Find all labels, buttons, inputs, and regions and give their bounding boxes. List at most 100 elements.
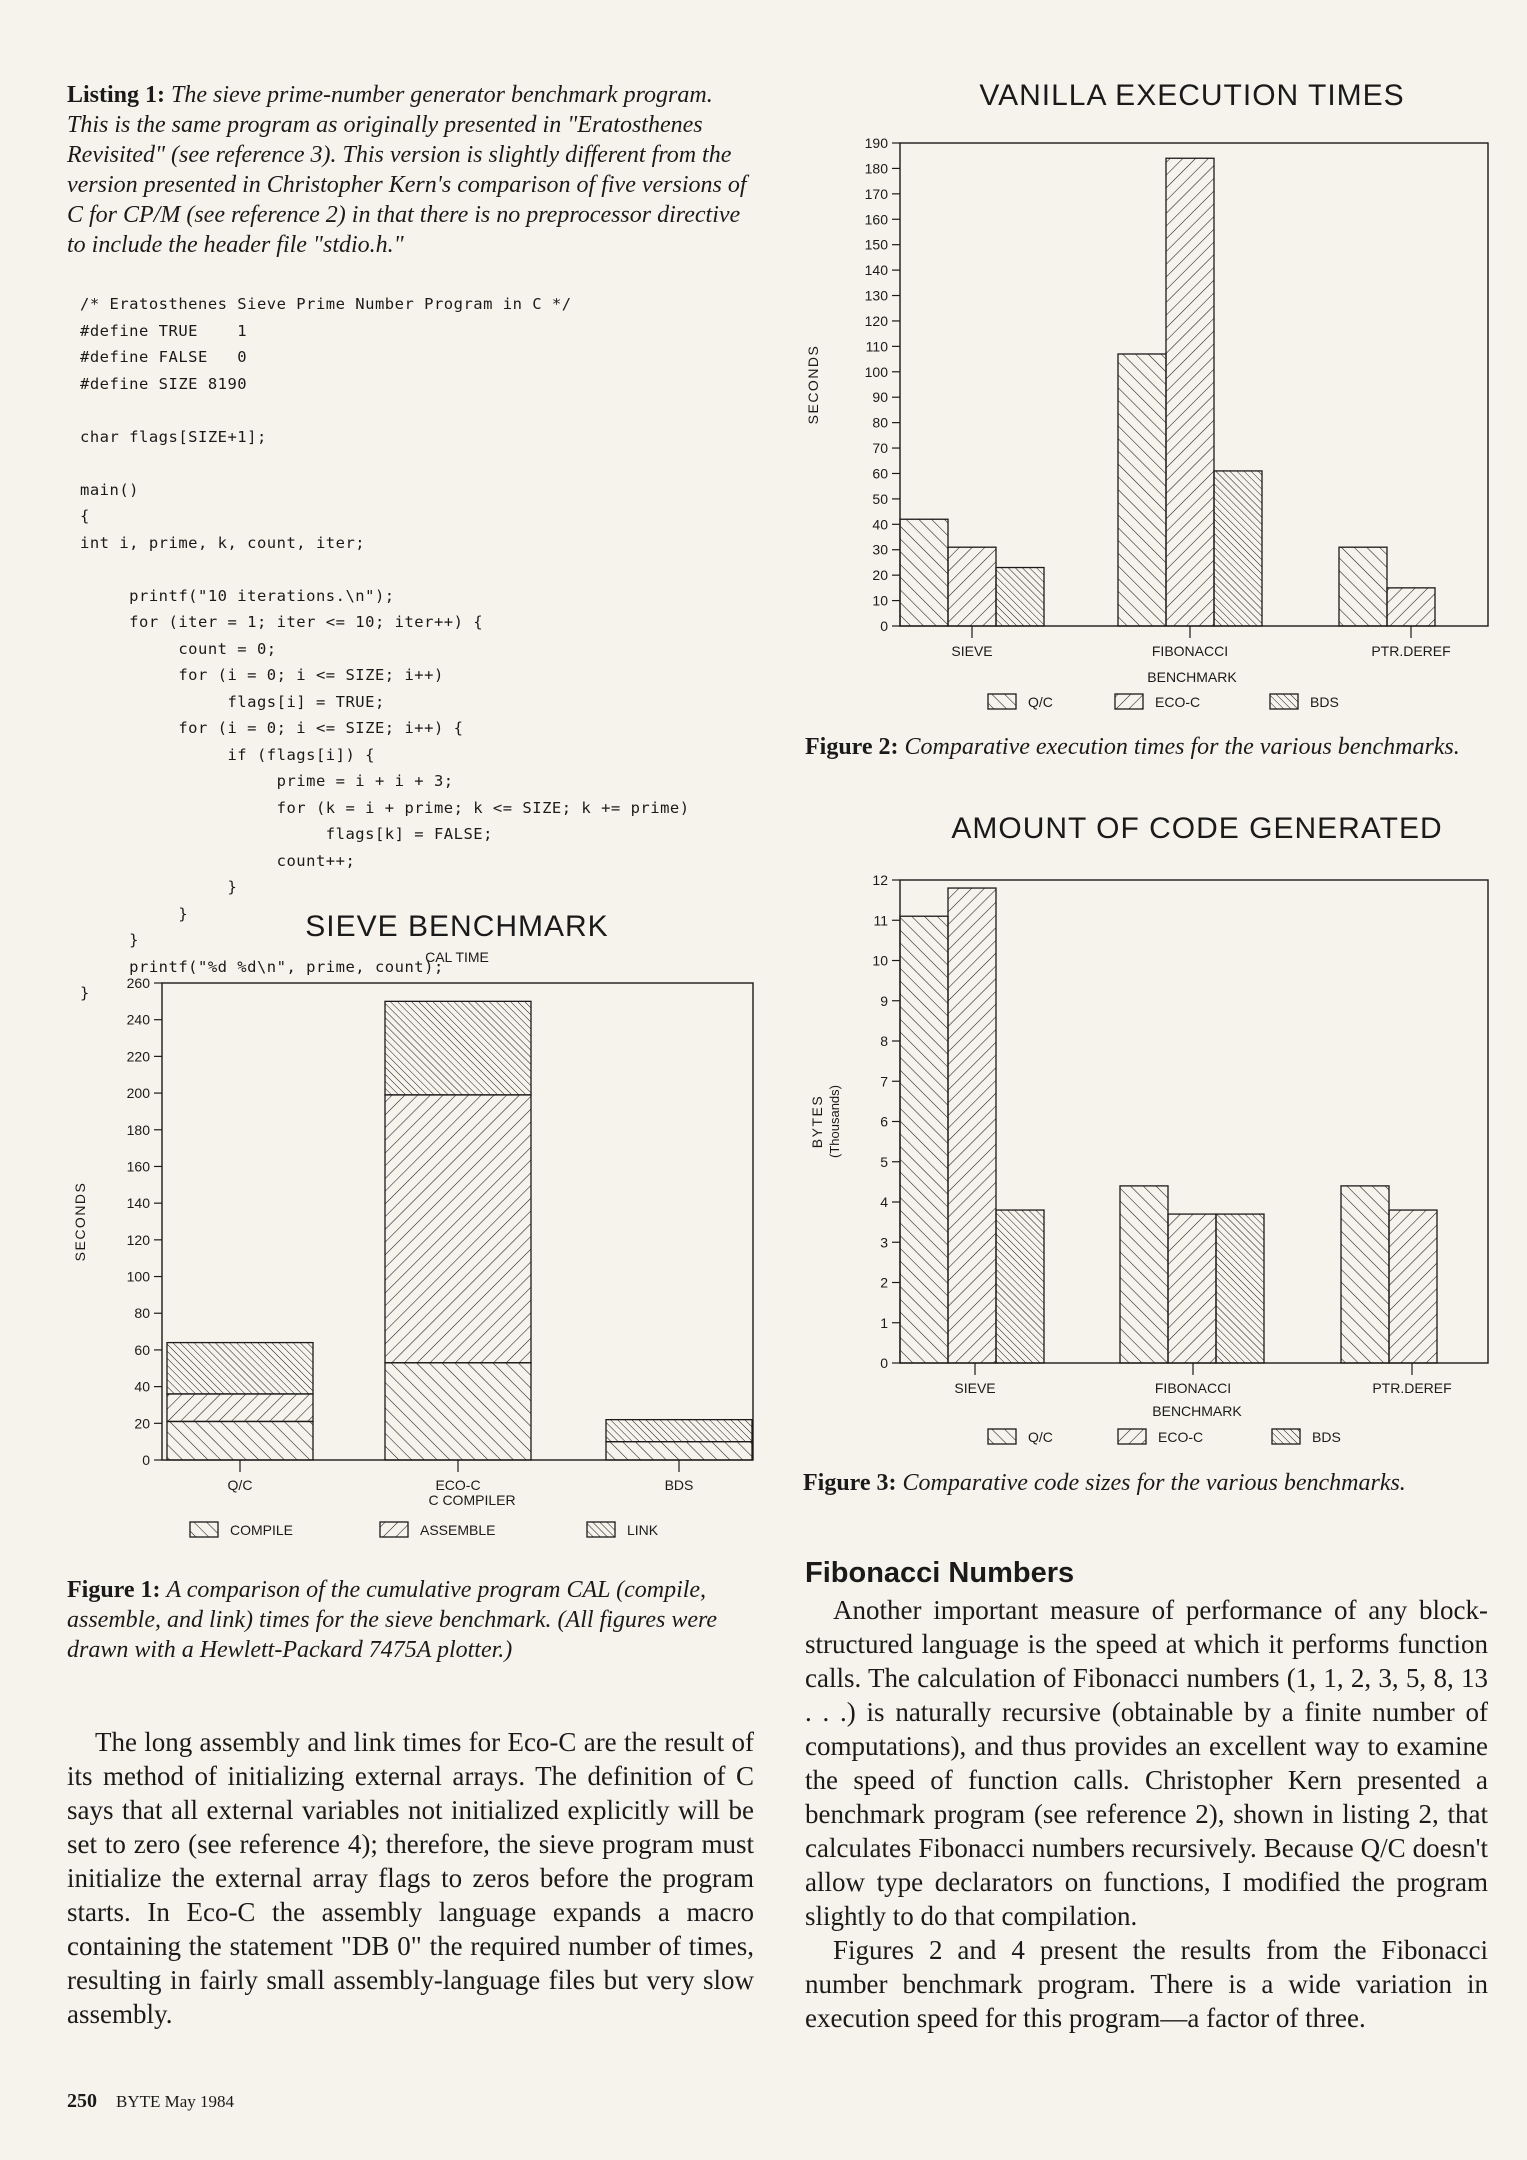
bar-link-q-c — [166, 1341, 314, 1395]
chart-title: VANILLA EXECUTION TIMES — [979, 79, 1404, 112]
legend-swatch-q-c — [987, 1428, 1017, 1445]
y-tick-label: 120 — [865, 313, 889, 329]
legend-swatch-bds — [1269, 693, 1299, 710]
legend-title: C COMPILER — [428, 1492, 515, 1508]
y-tick-label: 4 — [880, 1194, 888, 1210]
bar-q-c-fibonacci — [1117, 353, 1167, 627]
y-tick-label: 2 — [880, 1275, 888, 1291]
y-axis-label: BYTES — [809, 1095, 825, 1148]
page-footer: 250 BYTE May 1984 — [67, 2090, 234, 2113]
y-tick-label: 140 — [127, 1195, 151, 1211]
page-number: 250 — [67, 2090, 97, 2112]
y-axis-label: SECONDS — [805, 345, 821, 425]
listing1-label: Listing 1: — [67, 82, 166, 108]
section-paragraph-1: Another important measure of performance… — [805, 1595, 1488, 1931]
y-tick-label: 80 — [872, 415, 888, 431]
y-tick-label: 110 — [866, 338, 889, 354]
bar-assemble-q-c — [166, 1393, 314, 1423]
bar-q-c-sieve — [899, 915, 949, 1364]
y-tick-label: 20 — [134, 1415, 150, 1431]
y-tick-label: 40 — [872, 516, 888, 532]
y-tick-label: 50 — [872, 491, 888, 507]
x-tick-label-ptr-deref: PTR.DEREF — [1372, 1380, 1451, 1396]
y-tick-label: 100 — [127, 1269, 151, 1285]
y-tick-label: 140 — [865, 262, 889, 278]
body-left: The long assembly and link times for Eco… — [67, 1725, 754, 2031]
y-tick-label: 10 — [872, 593, 888, 609]
y-tick-label: 60 — [872, 465, 888, 481]
legend-swatch-assemble — [379, 1521, 409, 1538]
y-axis-label-group: BYTES (Thousands) — [809, 1085, 842, 1158]
figure1-caption-text: A comparison of the cumulative program C… — [67, 1577, 718, 1663]
x-axis-label: BENCHMARK — [1147, 669, 1237, 685]
y-tick-label: 170 — [865, 186, 889, 202]
y-axis-label-group: SECONDS — [72, 1182, 88, 1262]
legend-swatch-compile — [189, 1521, 219, 1538]
x-tick-label-bds: BDS — [665, 1477, 694, 1493]
y-tick-label: 40 — [134, 1379, 150, 1395]
legend-swatch-eco-c — [1114, 693, 1144, 710]
chart-subtitle: CAL TIME — [425, 949, 489, 965]
y-tick-label: 0 — [880, 1355, 888, 1371]
section-body: Another important measure of performance… — [805, 1593, 1488, 2035]
chart-title: AMOUNT OF CODE GENERATED — [951, 812, 1442, 845]
legend-label-compile: COMPILE — [230, 1522, 293, 1538]
y-tick-label: 260 — [127, 975, 151, 991]
bar-q-c-ptr-deref — [1340, 1185, 1390, 1364]
figure2-label: Figure 2: — [805, 734, 899, 760]
bar-eco-c-sieve — [947, 887, 997, 1364]
x-tick-label-sieve: SIEVE — [951, 643, 992, 659]
figure2-caption-text: Comparative execution times for the vari… — [904, 734, 1460, 760]
y-tick-label: 90 — [872, 389, 888, 405]
y-tick-label: 0 — [142, 1452, 150, 1468]
bar-assemble-eco-c — [384, 1094, 532, 1364]
y-tick-label: 7 — [880, 1073, 888, 1089]
y-tick-label: 60 — [134, 1342, 150, 1358]
x-tick-label-sieve: SIEVE — [954, 1380, 995, 1396]
bar-compile-eco-c — [384, 1362, 532, 1461]
y-tick-label: 1 — [880, 1315, 888, 1331]
y-tick-label: 8 — [880, 1033, 888, 1049]
y-tick-label: 180 — [127, 1122, 151, 1138]
code-generated-chart: AMOUNT OF CODE GENERATED0123456789101112… — [809, 812, 1489, 1445]
figure1-caption: Figure 1: A comparison of the cumulative… — [67, 1575, 757, 1665]
y-tick-label: 120 — [127, 1232, 151, 1248]
x-tick-label-fibonacci: FIBONACCI — [1155, 1380, 1231, 1396]
x-tick-label-q-c: Q/C — [228, 1477, 253, 1493]
legend-swatch-bds — [1271, 1428, 1301, 1445]
bar-bds-sieve — [995, 1209, 1045, 1364]
figure3-caption-text: Comparative code sizes for the various b… — [902, 1470, 1406, 1496]
y-tick-label: 12 — [872, 872, 888, 888]
legend-label-eco-c: ECO-C — [1155, 694, 1200, 710]
y-axis-label-units: (Thousands) — [827, 1085, 842, 1158]
legend-swatch-eco-c — [1117, 1428, 1147, 1445]
y-tick-label: 70 — [872, 440, 888, 456]
figure2-caption: Figure 2: Comparative execution times fo… — [805, 732, 1495, 762]
y-tick-label: 240 — [127, 1012, 151, 1028]
legend-label-q-c: Q/C — [1028, 1429, 1053, 1445]
legend-label-bds: BDS — [1310, 694, 1339, 710]
y-tick-label: 180 — [865, 160, 889, 176]
bar-link-bds — [605, 1418, 753, 1443]
y-tick-label: 220 — [127, 1048, 151, 1064]
bar-bds-fibonacci — [1213, 470, 1263, 627]
y-tick-label: 20 — [872, 567, 888, 583]
y-tick-label: 100 — [865, 364, 889, 380]
legend-label-link: LINK — [627, 1522, 659, 1538]
listing1-caption-text: The sieve prime-number generator benchma… — [67, 82, 747, 258]
bar-eco-c-ptr-deref — [1388, 1209, 1438, 1364]
bar-q-c-sieve — [899, 518, 949, 627]
bar-compile-q-c — [166, 1420, 314, 1461]
y-tick-label: 160 — [865, 211, 889, 227]
bar-eco-c-fibonacci — [1165, 157, 1215, 627]
bar-eco-c-sieve — [947, 546, 997, 627]
bar-bds-fibonacci — [1215, 1213, 1265, 1364]
legend-swatch-q-c — [987, 693, 1017, 710]
publication-name: BYTE May 1984 — [116, 2092, 235, 2111]
bar-eco-c-fibonacci — [1167, 1213, 1217, 1364]
x-tick-label-fibonacci: FIBONACCI — [1152, 643, 1228, 659]
legend-label-bds: BDS — [1312, 1429, 1341, 1445]
bar-link-eco-c — [384, 1000, 532, 1096]
x-tick-label-ptr-deref: PTR.DEREF — [1371, 643, 1450, 659]
y-tick-label: 80 — [134, 1305, 150, 1321]
